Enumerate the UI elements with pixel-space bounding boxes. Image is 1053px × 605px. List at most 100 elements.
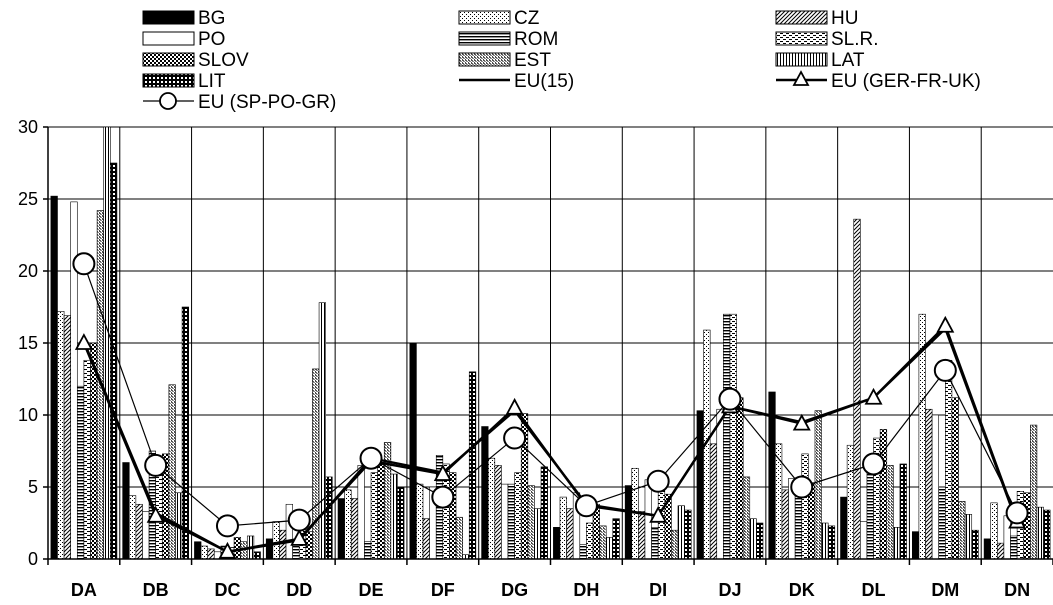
legend-label: EU(15) — [514, 71, 574, 92]
bar-bg-db — [122, 462, 130, 560]
y-tick-label-5: 5 — [28, 477, 38, 497]
legend-label: BG — [198, 8, 225, 29]
legend-label: SLOV — [198, 50, 249, 71]
legend-label: EU (SP-PO-GR) — [198, 92, 336, 113]
legend-item-hu: HU — [775, 8, 858, 29]
bar-hu-dc — [207, 548, 215, 560]
bar-bg-dg — [481, 426, 489, 560]
legend-swatch — [458, 10, 511, 25]
x-tick-label-df: DF — [431, 580, 455, 600]
bar-est-dh — [599, 525, 607, 560]
bar-bg-dd — [265, 538, 274, 560]
point-eu-sp-po-gr-dg — [503, 426, 527, 450]
bar-est-dn — [1030, 424, 1038, 560]
bar-slov-de — [377, 460, 385, 560]
bar-est-di — [671, 529, 679, 560]
legend-label: ROM — [514, 29, 558, 50]
bar-bg-da — [50, 195, 58, 560]
bar-rom-dm — [938, 486, 946, 560]
x-tick-label-dn: DN — [1004, 580, 1030, 600]
bar-bg-dm — [911, 531, 920, 560]
point-eu-sp-po-gr-dk — [790, 475, 814, 499]
y-tick-label-10: 10 — [18, 405, 38, 425]
bar-slov-dm — [951, 397, 959, 560]
bar-rom-dk — [794, 489, 803, 560]
x-tick-label-dk: DK — [789, 580, 815, 600]
legend-label: PO — [198, 29, 225, 50]
bar-hu-dl — [853, 218, 861, 560]
bar-lat-da — [103, 126, 111, 560]
x-tick-label-db: DB — [143, 580, 169, 600]
y-tick-label-30: 30 — [18, 117, 38, 137]
point-eu-ger-fr-uk-dc — [218, 541, 237, 559]
bar-bg-df — [409, 342, 417, 560]
bar-est-dg — [527, 485, 535, 560]
bar-lit-dh — [612, 518, 620, 560]
bar-sl-r-dk — [801, 453, 809, 560]
bar-est-dd — [312, 368, 320, 560]
gridlines — [48, 126, 1053, 559]
bar-est-dj — [742, 476, 751, 560]
legend: BG CZ HU PO ROM SL.R. SLOV EST LAT LIT EU(15) EU (G… — [142, 8, 981, 113]
x-tick-label-dj: DJ — [718, 580, 741, 600]
bar-rom-dn — [1010, 535, 1018, 560]
legend-item-est: EST — [458, 50, 551, 71]
x-tick-label-di: DI — [649, 580, 667, 600]
bar-bg-de — [337, 498, 345, 560]
bar-lit-da — [110, 162, 118, 560]
bar-cz-dh — [559, 496, 567, 560]
bar-bg-dh — [553, 527, 561, 560]
bar-lat-de — [390, 473, 398, 560]
bar-hu-dh — [566, 508, 574, 560]
axes: 0 5 10 15 20 25 30 DA DB DC DD DE DF DG DH DI DJ DK DL DM DN — [18, 117, 1053, 600]
bar-lat-dd — [318, 302, 326, 560]
bar-est-dm — [958, 501, 966, 560]
bar-lit-dl — [899, 463, 907, 560]
legend-label: EU (GER-FR-UK) — [831, 71, 981, 92]
point-eu-ger-fr-uk-dd — [290, 528, 309, 546]
point-eu-ger-fr-uk-dm — [936, 315, 955, 333]
bar-po-db — [142, 511, 150, 560]
point-eu-sp-po-gr-db — [144, 453, 168, 477]
bar-sl-r-dg — [514, 472, 522, 560]
line-eu-sp-po-gr — [83, 263, 1018, 527]
legend-item-bg: BG — [142, 8, 225, 29]
bar-lat-dm — [964, 514, 973, 560]
bar-lat-dj — [749, 518, 757, 560]
legend-swatch — [458, 31, 511, 46]
bar-sl-r-dj — [729, 313, 737, 560]
point-eu-sp-po-gr-dd — [287, 508, 311, 532]
bar-lit-dm — [971, 529, 979, 560]
bar-sl-r-de — [370, 472, 378, 560]
bar-lat-dl — [893, 527, 901, 560]
bar-est-dl — [886, 465, 894, 560]
bar-lit-dn — [1043, 509, 1051, 560]
legend-item-eu-15: EU(15) — [459, 71, 574, 92]
x-tick-label-da: DA — [71, 580, 97, 600]
bar-po-dn — [1003, 515, 1011, 560]
legend-swatch — [142, 31, 195, 46]
bar-rom-di — [651, 527, 659, 560]
point-eu-sp-po-gr-da — [72, 252, 96, 276]
bar-po-dl — [860, 521, 868, 560]
bar-lit-dj — [756, 522, 764, 560]
bar-po-de — [357, 465, 365, 560]
legend-label: LAT — [831, 50, 865, 71]
point-eu-sp-po-gr-dc — [215, 514, 239, 538]
point-eu-sp-po-gr-dj — [718, 387, 742, 411]
point-eu-sp-po-gr-di — [646, 469, 670, 493]
bar-sl-r-di — [657, 489, 666, 560]
bar-lit-df — [468, 371, 477, 560]
point-eu-sp-po-gr-dm — [933, 358, 957, 382]
bar-rom-da — [76, 385, 85, 560]
point-eu-ger-fr-uk-dg — [505, 397, 524, 415]
legend-swatch — [458, 52, 511, 67]
legend-item-po: PO — [142, 29, 225, 50]
y-tick-label-20: 20 — [18, 261, 38, 281]
bar-bg-dc — [194, 541, 202, 560]
point-eu-ger-fr-uk-dk — [792, 413, 811, 431]
legend-swatch — [142, 73, 195, 88]
bar-po-dj — [716, 408, 724, 560]
x-tick-label-dh: DH — [573, 580, 599, 600]
